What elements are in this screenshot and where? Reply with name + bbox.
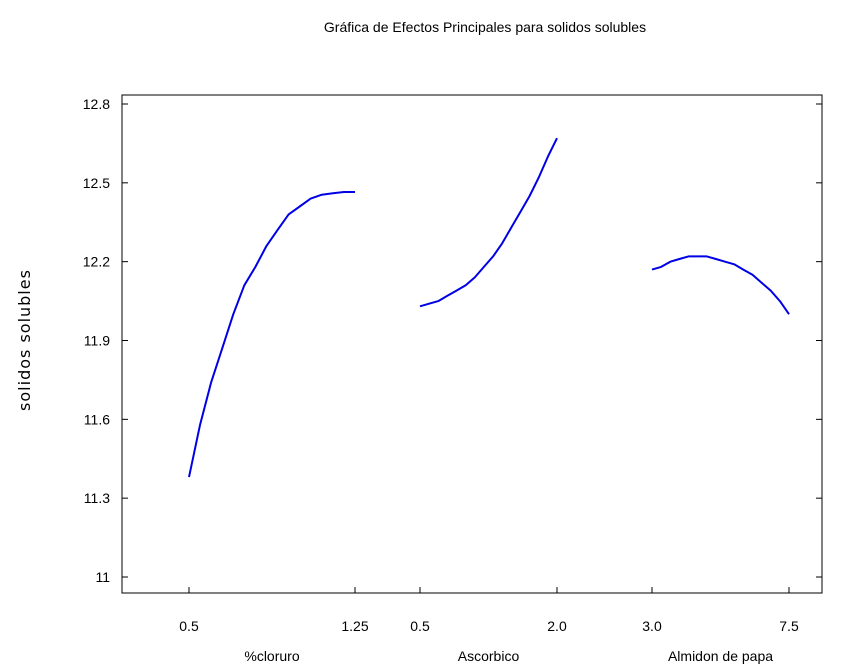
plot-frame: [121, 94, 823, 594]
chart-title: Gráfica de Efectos Principales para soli…: [324, 19, 646, 35]
y-tick-label: 11.3: [84, 490, 110, 506]
y-tick-label: 11.6: [84, 411, 110, 427]
x-tick-label: 2.0: [547, 618, 567, 634]
x-axis-label: Almidon de papa: [668, 648, 773, 664]
y-axis: 11 11.3 11.6 11.9 12.2 12.5 12.8: [83, 96, 822, 585]
y-tick-label: 12.5: [83, 175, 110, 191]
effect-lines: [188, 137, 790, 478]
y-tick-label: 11: [95, 569, 110, 585]
y-tick-label: 12.2: [83, 254, 110, 270]
x-tick-label: 1.25: [341, 618, 368, 634]
x-axis: 0.5 1.25 %cloruro 0.5 2.0 Ascorbico 3.0 7.5 Almi…: [179, 587, 799, 664]
effect-line-cloruro: [188, 191, 355, 478]
effect-line-ascorbico: [419, 137, 558, 308]
x-tick-label: 7.5: [779, 618, 799, 634]
x-axis-label: Ascorbico: [458, 648, 520, 664]
effect-line-almidon-de-papa: [651, 255, 790, 315]
y-tick-label: 12.8: [83, 96, 110, 112]
x-tick-label: 0.5: [410, 618, 430, 634]
x-tick-label: 3.0: [642, 618, 662, 634]
x-tick-label: 0.5: [179, 618, 199, 634]
x-axis-label: %cloruro: [244, 648, 299, 664]
y-axis-label: solidos solubles: [15, 269, 34, 411]
y-tick-label: 11.9: [84, 333, 110, 349]
